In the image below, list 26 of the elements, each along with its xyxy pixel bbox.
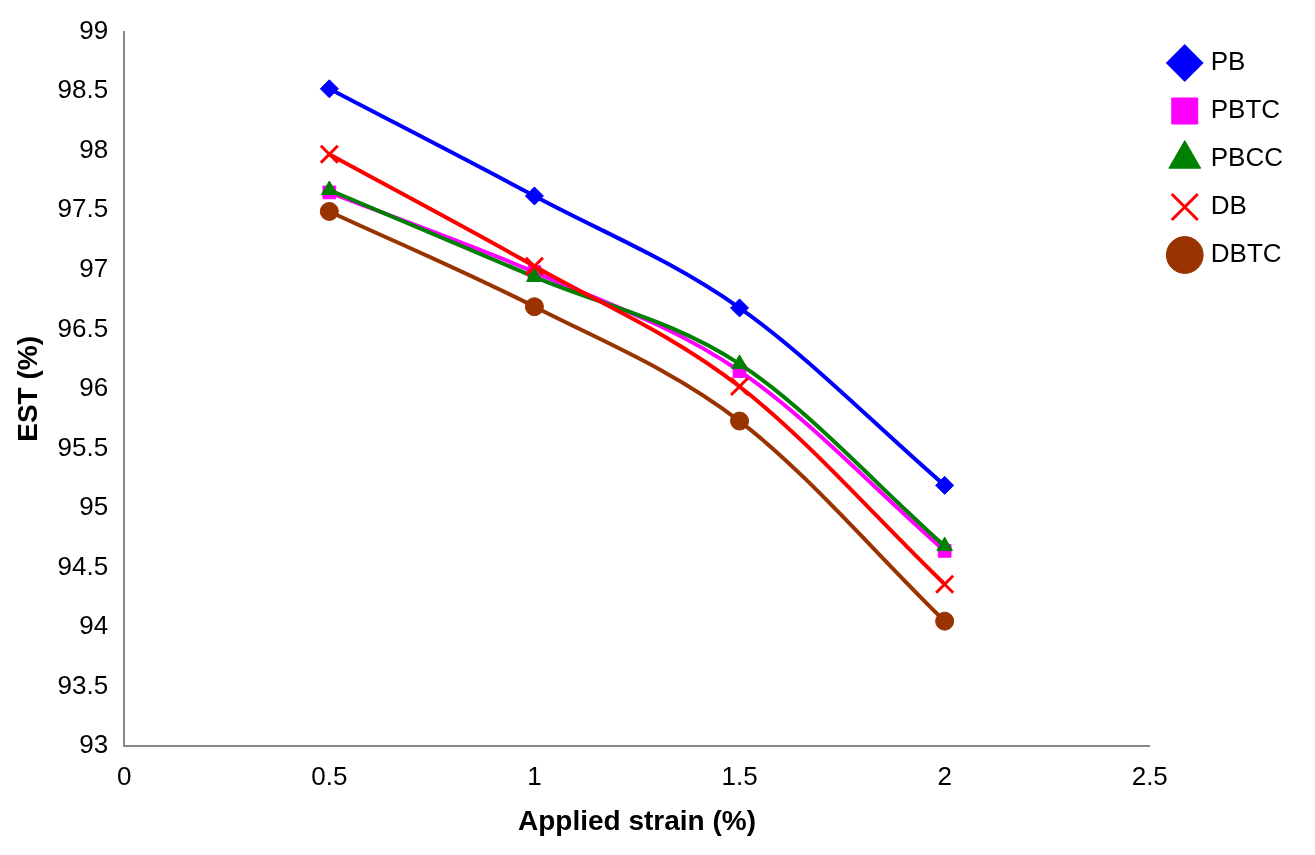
y-tick-label: 93.5 — [57, 669, 109, 700]
y-tick-label: 98 — [79, 133, 109, 164]
legend-label: PBTC — [1210, 94, 1281, 125]
x-tick-label: 0.5 — [311, 760, 348, 791]
y-tick-label: 97.5 — [57, 193, 109, 224]
legend-label: DBTC — [1210, 238, 1282, 269]
x-tick-label: 1.5 — [721, 760, 758, 791]
y-tick-label: 95 — [79, 491, 109, 522]
y-tick-label: 93 — [79, 729, 109, 760]
legend-label: PBCC — [1210, 142, 1284, 173]
y-tick-label: 96.5 — [57, 312, 109, 343]
y-axis-title: EST (%) — [11, 336, 43, 442]
x-tick-label: 0 — [116, 760, 132, 791]
y-tick-label: 95.5 — [57, 431, 109, 462]
x-tick-label: 2.5 — [1131, 760, 1168, 791]
legend-label: PB — [1210, 46, 1246, 77]
y-tick-label: 98.5 — [57, 74, 109, 105]
y-tick-label: 97 — [79, 252, 109, 283]
y-tick-label: 94.5 — [57, 550, 109, 581]
x-axis-title: Applied strain (%) — [517, 804, 756, 836]
x-tick-label: 1 — [527, 760, 542, 791]
y-tick-label: 94 — [79, 610, 109, 641]
y-tick-label: 99 — [79, 14, 109, 45]
legend-label: DB — [1210, 190, 1247, 221]
y-tick-label: 96 — [79, 372, 109, 403]
x-tick-label: 2 — [937, 760, 952, 791]
